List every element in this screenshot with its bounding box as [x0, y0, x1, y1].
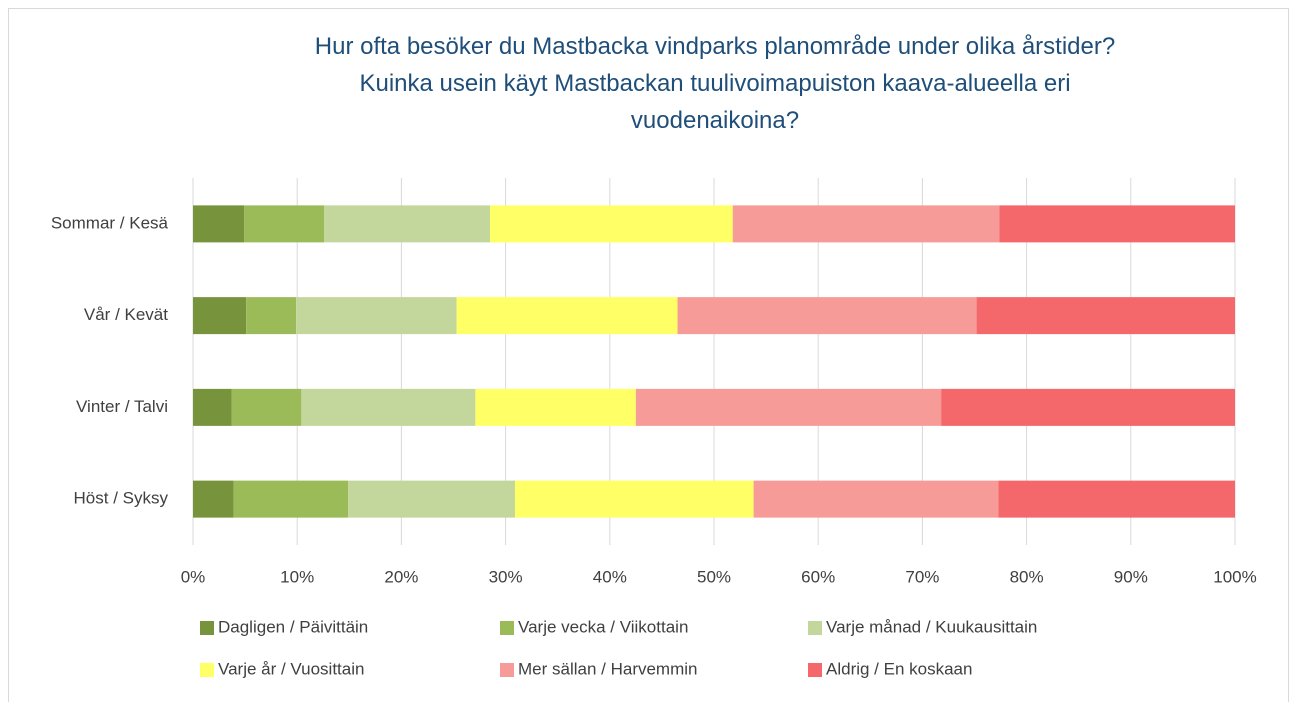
bar-segment — [244, 205, 325, 243]
bar-segment — [246, 297, 297, 335]
legend-label: Mer sällan / Harvemmin — [518, 659, 698, 678]
bar-segment — [489, 205, 733, 243]
x-tick-label: 40% — [593, 567, 627, 586]
bar-segment — [193, 388, 232, 426]
legend-label: Varje år / Vuosittain — [218, 659, 364, 678]
bar-segment — [998, 480, 1235, 518]
bar-segment — [193, 205, 245, 243]
title-line: Hur ofta besöker du Mastbacka vindparks … — [314, 33, 1116, 60]
legend-swatch — [500, 663, 514, 677]
legend-swatch — [200, 621, 214, 635]
legend-label: Varje månad / Kuukausittain — [826, 617, 1037, 636]
x-tick-label: 30% — [489, 567, 523, 586]
bar-segment — [231, 388, 302, 426]
y-tick-label: Höst / Syksy — [74, 489, 169, 508]
x-tick-label: 10% — [280, 567, 314, 586]
x-tick-label: 20% — [384, 567, 418, 586]
legend-label: Aldrig / En koskaan — [826, 659, 972, 678]
bar-segment — [193, 297, 247, 335]
x-tick-label: 50% — [697, 567, 731, 586]
legend-swatch — [808, 621, 822, 635]
y-tick-label: Vår / Kevät — [84, 305, 168, 324]
x-tick-label: 0% — [181, 567, 206, 586]
bar-segment — [456, 297, 678, 335]
bar-segment — [193, 480, 234, 518]
y-tick-label: Vinter / Talvi — [76, 397, 168, 416]
bar-segment — [296, 297, 457, 335]
bar-segment — [753, 480, 999, 518]
bar-segment — [976, 297, 1235, 335]
x-tick-label: 90% — [1114, 567, 1148, 586]
legend-swatch — [500, 621, 514, 635]
bar-segment — [635, 388, 942, 426]
x-tick-label: 80% — [1010, 567, 1044, 586]
bar-segment — [348, 480, 515, 518]
y-tick-label: Sommar / Kesä — [51, 213, 169, 232]
bar-segment — [301, 388, 476, 426]
x-tick-label: 70% — [905, 567, 939, 586]
legend-swatch — [200, 663, 214, 677]
chart-title: Hur ofta besöker du Mastbacka vindparks … — [215, 28, 1215, 139]
bar-segment — [324, 205, 490, 243]
legend-label: Varje vecka / Viikottain — [518, 617, 688, 636]
bar-segment — [999, 205, 1235, 243]
legend-swatch — [808, 663, 822, 677]
chart-border — [8, 8, 1289, 702]
legend-label: Dagligen / Päivittäin — [218, 617, 368, 636]
bar-segment — [233, 480, 349, 518]
bar-segment — [514, 480, 754, 518]
x-tick-label: 60% — [801, 567, 835, 586]
bar-segment — [732, 205, 1000, 243]
title-line: Kuinka usein käyt Mastbackan tuulivoimap… — [359, 70, 1071, 134]
bar-segment — [677, 297, 977, 335]
bar-segment — [475, 388, 636, 426]
x-tick-label: 100% — [1213, 567, 1256, 586]
bar-segment — [941, 388, 1235, 426]
